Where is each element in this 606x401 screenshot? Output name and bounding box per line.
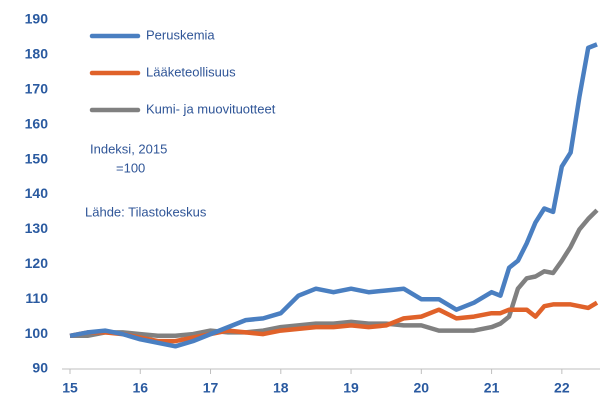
x-tick-label: 15 bbox=[62, 380, 78, 396]
legend-label: Peruskemia bbox=[146, 27, 215, 42]
annotation: Indeksi, 2015 bbox=[90, 141, 167, 156]
annotation: =100 bbox=[116, 160, 145, 175]
data-line bbox=[69, 42, 598, 349]
legend-label: Kumi- ja muovituotteet bbox=[146, 101, 276, 116]
x-tick-label: 19 bbox=[343, 380, 359, 396]
y-tick-label: 100 bbox=[25, 325, 49, 341]
y-tick-label: 140 bbox=[25, 185, 49, 201]
data-line bbox=[70, 208, 599, 339]
y-tick-label: 160 bbox=[25, 115, 49, 131]
y-tick-label: 170 bbox=[25, 81, 49, 97]
y-tick-label: 130 bbox=[25, 220, 49, 236]
x-tick-label: 17 bbox=[203, 380, 219, 396]
legend-label: Lääketeollisuus bbox=[146, 64, 236, 79]
y-tick-label: 90 bbox=[32, 360, 48, 376]
x-tick-label: 18 bbox=[273, 380, 289, 396]
x-tick-label: 16 bbox=[132, 380, 148, 396]
x-tick-label: 20 bbox=[414, 380, 430, 396]
y-tick-label: 180 bbox=[25, 46, 49, 62]
y-tick-label: 190 bbox=[25, 11, 49, 27]
x-tick-label: 22 bbox=[554, 380, 570, 396]
x-tick-label: 21 bbox=[484, 380, 500, 396]
y-tick-label: 120 bbox=[25, 255, 49, 271]
annotation: Lähde: Tilastokeskus bbox=[85, 204, 207, 219]
y-tick-label: 110 bbox=[25, 290, 48, 306]
data-line bbox=[69, 300, 599, 344]
y-tick-label: 150 bbox=[25, 150, 49, 166]
